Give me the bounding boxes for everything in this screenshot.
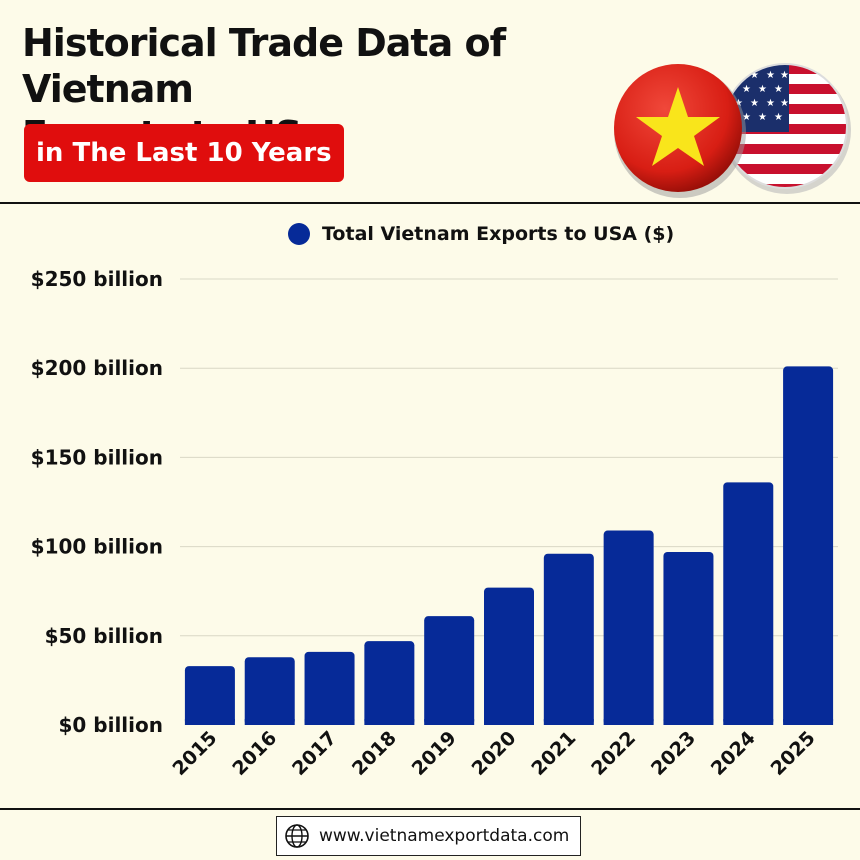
legend-swatch	[288, 223, 310, 245]
bar-2016	[244, 657, 295, 725]
x-tick-label: 2020	[468, 727, 521, 780]
legend-label: Total Vietnam Exports to USA ($)	[322, 223, 675, 245]
svg-text:★: ★	[780, 98, 789, 109]
bar-2015	[184, 666, 235, 725]
svg-text:★: ★	[758, 112, 767, 123]
vietnam-flag-icon	[614, 64, 746, 198]
bar-2024	[723, 482, 774, 725]
x-tick-label: 2023	[647, 727, 700, 780]
svg-text:★: ★	[734, 70, 743, 81]
bar-2018	[364, 641, 415, 725]
y-tick-label: $200 billion	[31, 356, 163, 380]
chart-legend: Total Vietnam Exports to USA ($)	[288, 219, 674, 249]
svg-text:★: ★	[774, 112, 783, 123]
bar-2019	[424, 616, 475, 725]
header-divider	[0, 202, 860, 204]
globe-icon	[285, 824, 309, 848]
svg-text:★: ★	[774, 84, 783, 95]
footer-divider	[0, 808, 860, 810]
svg-text:★: ★	[766, 70, 775, 81]
svg-text:★: ★	[750, 70, 759, 81]
website-url: www.vietnamexportdata.com	[319, 826, 570, 846]
svg-text:★: ★	[742, 84, 751, 95]
bar-base	[184, 719, 235, 725]
y-tick-label: $150 billion	[31, 445, 163, 469]
bar-base	[663, 719, 714, 725]
bar-2022	[603, 530, 654, 725]
bar-base	[304, 719, 355, 725]
bar-2020	[484, 587, 534, 725]
svg-text:★: ★	[742, 112, 751, 123]
bar-base	[484, 719, 534, 725]
x-tick-label: 2024	[707, 727, 760, 780]
y-tick-label: $0 billion	[58, 713, 163, 737]
x-tick-label: 2016	[228, 727, 281, 780]
bar-base	[543, 719, 594, 725]
bar-base	[603, 719, 654, 725]
svg-text:★: ★	[758, 84, 767, 95]
x-tick-label: 2025	[767, 727, 820, 780]
title-line-1: Historical Trade Data of Vietnam	[22, 21, 506, 111]
bar-base	[723, 719, 774, 725]
bar-base	[783, 719, 834, 725]
x-tick-label: 2022	[587, 727, 640, 780]
y-tick-label: $50 billion	[45, 624, 163, 648]
website-link[interactable]: www.vietnamexportdata.com	[276, 816, 581, 856]
x-tick-label: 2019	[408, 727, 461, 780]
svg-text:★: ★	[766, 98, 775, 109]
x-tick-label: 2015	[168, 727, 221, 780]
svg-text:★: ★	[780, 70, 789, 81]
bar-chart: $0 billion $50 billion $100 billion $150 bi…	[31, 267, 838, 780]
bar-2017	[304, 651, 355, 725]
flags-illustration: ★★★★ ★★★ ★★★★ ★★★	[614, 63, 851, 198]
y-tick-label: $250 billion	[31, 267, 163, 291]
x-tick-label: 2018	[348, 727, 401, 780]
x-tick-label: 2017	[288, 727, 341, 780]
bar-2025	[783, 366, 834, 725]
bar-base	[364, 719, 415, 725]
bar-2023	[663, 551, 714, 725]
subtitle-badge: in The Last 10 Years	[24, 124, 344, 182]
bar-2021	[543, 553, 594, 725]
bar-base	[244, 719, 295, 725]
x-tick-label: 2021	[527, 727, 580, 780]
y-tick-label: $100 billion	[31, 535, 163, 559]
svg-text:★: ★	[750, 98, 759, 109]
bar-base	[424, 719, 475, 725]
